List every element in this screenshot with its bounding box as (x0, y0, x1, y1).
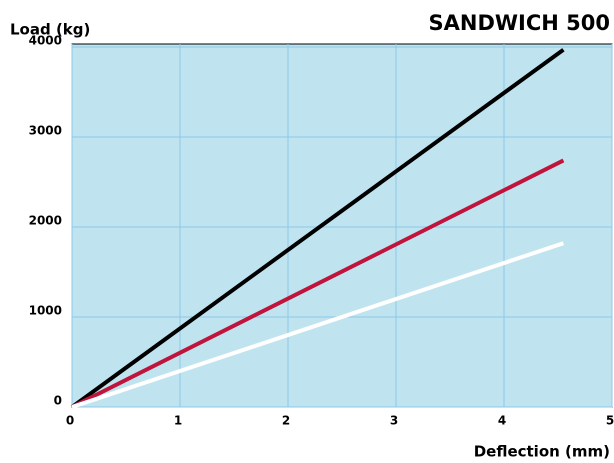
y-tick-label: 4000 (29, 34, 62, 48)
plot-area (71, 43, 613, 408)
data-line (70, 48, 565, 409)
x-tick-label: 0 (66, 414, 74, 428)
chart-title: SANDWICH 500 (429, 11, 611, 35)
data-line (71, 158, 565, 409)
x-axis-label: Deflection (mm) (474, 443, 610, 461)
y-axis-label: Load (kg) (10, 21, 90, 39)
data-line (71, 241, 565, 409)
grid (71, 44, 613, 408)
x-tick-label: 5 (606, 414, 614, 428)
x-tick-label: 3 (390, 414, 398, 428)
y-tick-label: 1000 (29, 304, 62, 318)
x-tick-label: 2 (282, 414, 290, 428)
x-tick-label: 4 (498, 414, 506, 428)
y-tick-label: 2000 (29, 214, 62, 228)
y-tick-label: 0 (54, 394, 62, 408)
lines (70, 48, 565, 409)
y-tick-label: 3000 (29, 124, 62, 138)
x-tick-label: 1 (174, 414, 182, 428)
